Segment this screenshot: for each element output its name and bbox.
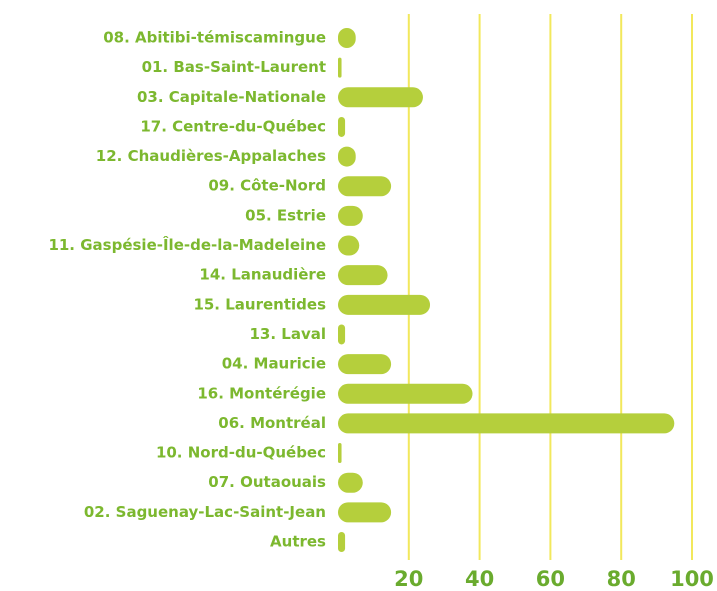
y-tick-label: 05. Estrie	[245, 206, 326, 224]
y-tick-label: 06. Montréal	[218, 414, 326, 432]
bar	[338, 57, 342, 78]
y-tick-label: 15. Laurentides	[193, 295, 326, 313]
y-tick-label: 03. Capitale-Nationale	[137, 88, 326, 106]
y-tick-label: 07. Outaouais	[208, 473, 326, 491]
y-tick-label: 16. Montérégie	[197, 384, 326, 402]
bar	[338, 472, 363, 493]
bar	[338, 205, 363, 226]
x-tick-label: 80	[607, 567, 636, 591]
x-tick-label: 100	[670, 567, 714, 591]
bar	[338, 116, 346, 137]
y-tick-label: 17. Centre-du-Québec	[140, 117, 326, 135]
bar	[338, 146, 356, 167]
y-tick-label: 08. Abitibi-témiscamingue	[103, 29, 326, 47]
bar	[338, 532, 346, 552]
y-tick-label: 12. Chaudières-Appalaches	[96, 147, 326, 165]
y-tick-label: 11. Gaspésie-Île-de-la-Madeleine	[48, 235, 326, 254]
y-tick-label: 10. Nord-du-Québec	[156, 444, 326, 462]
bar	[338, 354, 392, 375]
x-tick-label: 40	[465, 567, 494, 591]
y-tick-label: 09. Côte-Nord	[208, 177, 326, 195]
bar	[338, 87, 423, 108]
y-tick-label: 04. Mauricie	[222, 355, 326, 373]
bar	[338, 28, 356, 48]
bar	[338, 413, 675, 434]
x-tick-label: 60	[536, 567, 565, 591]
bar	[338, 294, 431, 315]
bar	[338, 176, 392, 197]
bar	[338, 235, 360, 256]
y-tick-label: 02. Saguenay-Lac-Saint-Jean	[84, 503, 326, 521]
y-tick-label: 14. Lanaudière	[199, 266, 326, 284]
y-tick-label: 01. Bas-Saint-Laurent	[142, 58, 326, 76]
y-tick-label: Autres	[270, 533, 326, 551]
bar	[338, 383, 473, 404]
x-tick-label: 20	[394, 567, 423, 591]
bar	[338, 502, 392, 523]
bar	[338, 265, 388, 286]
y-tick-label: 13. Laval	[249, 325, 326, 343]
bar	[338, 443, 342, 464]
bar	[338, 324, 346, 345]
